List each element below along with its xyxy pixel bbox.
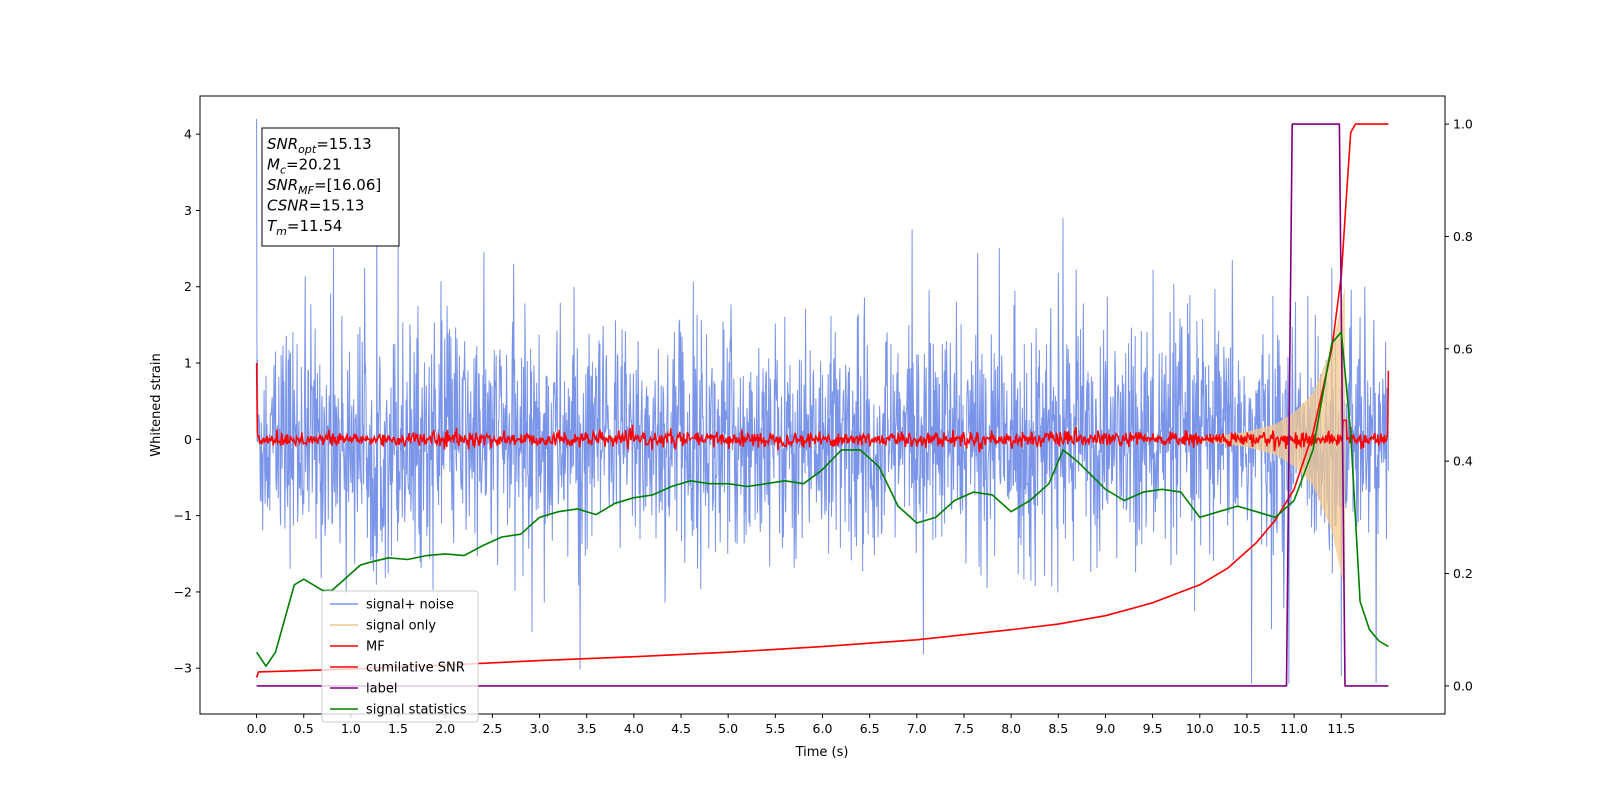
x-tick-label: 10.0 (1186, 721, 1214, 736)
legend-label: signal+ noise (366, 598, 454, 613)
x-tick-label: 8.5 (1048, 721, 1068, 736)
y-right-tick-label: 0.0 (1453, 678, 1473, 693)
x-tick-label: 10.5 (1233, 721, 1261, 736)
legend-label: MF (366, 640, 385, 655)
plot-area (255, 118, 1390, 687)
x-tick-label: 8.0 (1001, 721, 1021, 736)
x-tick-label: 0.5 (294, 721, 314, 736)
y-left-tick-label: 1 (184, 356, 192, 371)
y-left-tick-label: −2 (174, 584, 192, 599)
x-tick-label: 3.5 (577, 721, 597, 736)
y-axis-left: −3 −2 −1 0 1 2 3 4 (174, 127, 200, 676)
legend: signal+ noise signal only MF cumilative SNR… (321, 590, 479, 723)
series-label (256, 123, 1389, 687)
x-tick-label: 3.0 (530, 721, 550, 736)
y-left-tick-label: −3 (174, 661, 192, 676)
y-axis-label: Whitened strain (149, 353, 164, 456)
y-right-tick-label: 0.4 (1453, 454, 1473, 469)
stats-line: Mc=20.21 (267, 156, 342, 177)
series-mf (255, 362, 1390, 453)
y-axis-right: 0.0 0.2 0.4 0.6 0.8 1.0 (1445, 117, 1473, 693)
x-tick-label: 6.0 (813, 721, 833, 736)
x-tick-label: 2.5 (482, 721, 502, 736)
x-axis-label: Time (s) (795, 745, 849, 760)
stats-line: Tm=11.54 (267, 217, 342, 238)
y-right-tick-label: 1.0 (1453, 117, 1473, 132)
x-tick-label: 1.5 (388, 721, 408, 736)
x-tick-label: 2.0 (435, 721, 455, 736)
y-right-tick-label: 0.2 (1453, 566, 1473, 581)
x-tick-label: 7.0 (907, 721, 927, 736)
legend-label: label (366, 682, 397, 697)
x-tick-label: 0.0 (247, 721, 267, 736)
y-left-tick-label: 3 (184, 203, 192, 218)
x-tick-label: 5.0 (718, 721, 738, 736)
stats-box-frame (261, 127, 400, 247)
legend-frame (321, 590, 479, 723)
x-tick-label: 6.5 (860, 721, 880, 736)
y-left-tick-label: 2 (184, 279, 192, 294)
x-tick-label: 5.5 (765, 721, 785, 736)
legend-label: cumilative SNR (366, 661, 465, 676)
series-signal-only (1199, 286, 1346, 592)
x-tick-label: 1.0 (341, 721, 361, 736)
x-tick-label: 7.5 (954, 721, 974, 736)
y-right-tick-label: 0.6 (1453, 341, 1473, 356)
x-tick-label: 9.0 (1096, 721, 1116, 736)
y-right-tick-label: 0.8 (1453, 229, 1473, 244)
y-left-tick-label: −1 (174, 508, 192, 523)
series-signal-statistics (255, 331, 1389, 667)
stats-line: CSNR=15.13 (267, 197, 364, 215)
legend-label: signal statistics (366, 703, 467, 718)
x-tick-label: 11.5 (1327, 721, 1355, 736)
x-tick-label: 4.5 (671, 721, 691, 736)
x-tick-label: 4.0 (624, 721, 644, 736)
x-tick-label: 9.5 (1143, 721, 1163, 736)
series-layer (255, 118, 1390, 687)
x-tick-label: 11.0 (1280, 721, 1308, 736)
stats-line: SNRopt=15.13 (267, 135, 372, 156)
stats-line: SNRMF=[16.06] (267, 176, 381, 197)
legend-label: signal only (366, 619, 436, 634)
x-axis: 0.0 0.5 1.0 1.5 2.0 2.5 3.0 3.5 4.0 4.5 5.0 5.5 6.0 6… (247, 714, 1355, 736)
y-left-tick-label: 4 (184, 127, 192, 142)
stats-annotation: SNRopt=15.13Mc=20.21SNRMF=[16.06]CSNR=15… (261, 127, 400, 247)
y-left-tick-label: 0 (184, 432, 192, 447)
